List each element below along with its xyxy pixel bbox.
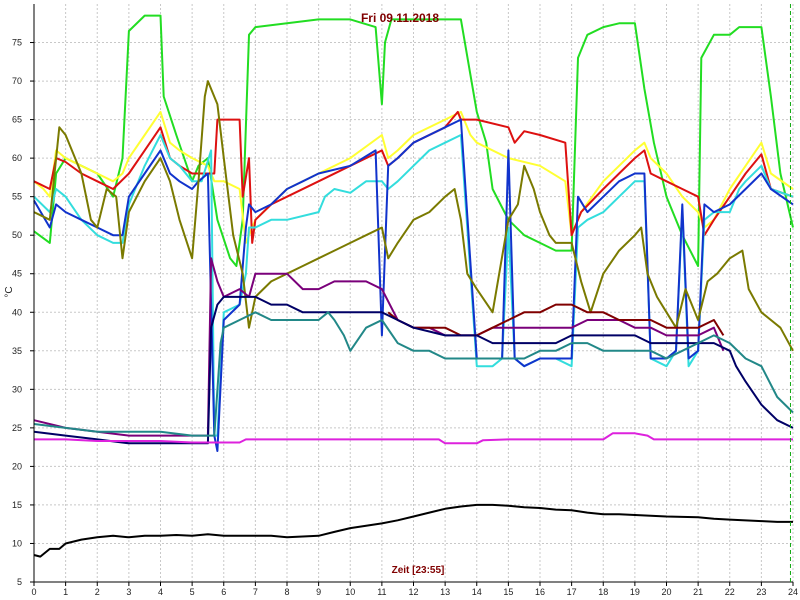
x-axis-tick-labels: 0 1 2 3 4 5 6 7 8 9 10 11 12 13 14 15 16 17 18 19 20 21 22 23 24 <box>31 582 798 597</box>
series-line-11 <box>34 432 793 445</box>
y-tick-label: 65 <box>12 115 22 125</box>
x-tick-label: 15 <box>503 587 513 597</box>
y-tick-label: 40 <box>12 307 22 317</box>
x-tick-label: 5 <box>190 587 195 597</box>
x-tick-label: 7 <box>253 587 258 597</box>
y-tick-label: 20 <box>12 461 22 471</box>
x-tick-label: 13 <box>440 587 450 597</box>
x-tick-label: 3 <box>126 587 131 597</box>
x-tick-label: 24 <box>788 587 798 597</box>
y-tick-label: 50 <box>12 230 22 240</box>
y-tick-label: 5 <box>17 577 22 587</box>
y-tick-label: 45 <box>12 269 22 279</box>
x-axis-label: Zeit [23:55] <box>392 565 445 576</box>
series-line-8 <box>387 303 725 337</box>
x-tick-label: 0 <box>31 587 36 597</box>
x-tick-label: 21 <box>693 587 703 597</box>
y-tick-label: 70 <box>12 76 22 86</box>
x-tick-label: 22 <box>725 587 735 597</box>
x-tick-label: 2 <box>95 587 100 597</box>
y-tick-label: 55 <box>12 192 22 202</box>
x-tick-label: 14 <box>472 587 482 597</box>
y-tick-label: 25 <box>12 423 22 433</box>
x-tick-label: 9 <box>316 587 321 597</box>
x-tick-label: 18 <box>598 587 608 597</box>
y-axis-label: °C <box>4 286 15 297</box>
x-tick-label: 23 <box>756 587 766 597</box>
x-tick-label: 20 <box>661 587 671 597</box>
series-line-6 <box>33 80 794 352</box>
y-tick-label: 60 <box>12 153 22 163</box>
x-tick-label: 11 <box>377 587 386 597</box>
plot-background <box>34 4 795 582</box>
series-line-1 <box>33 14 794 267</box>
series-line-10 <box>33 311 794 437</box>
y-tick-label: 75 <box>12 38 22 48</box>
chart-title: Fri 09.11.2018 <box>361 11 439 25</box>
x-tick-label: 17 <box>567 587 577 597</box>
y-axis-tick-labels: 5 10 15 20 25 30 35 40 45 50 55 60 65 70 75 <box>12 38 34 587</box>
series-lines <box>33 14 794 558</box>
x-tick-label: 8 <box>284 587 289 597</box>
y-tick-label: 15 <box>12 500 22 510</box>
y-tick-label: 35 <box>12 346 22 356</box>
series-line-12 <box>33 503 793 558</box>
series-line-5 <box>33 118 794 452</box>
y-tick-label: 10 <box>12 538 22 548</box>
x-tick-label: 16 <box>535 587 545 597</box>
x-tick-label: 19 <box>630 587 640 597</box>
x-tick-label: 1 <box>63 587 68 597</box>
x-tick-label: 6 <box>221 587 226 597</box>
x-tick-label: 12 <box>408 587 418 597</box>
series-line-9 <box>33 295 794 445</box>
y-tick-label: 30 <box>12 384 22 394</box>
x-tick-label: 4 <box>158 587 163 597</box>
x-tick-label: 10 <box>345 587 355 597</box>
